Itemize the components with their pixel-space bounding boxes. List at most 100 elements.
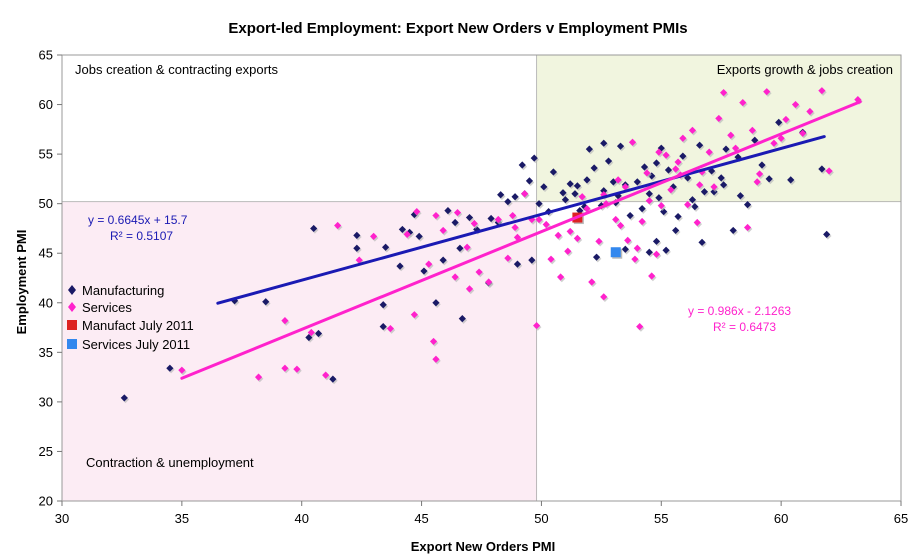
- manufacturing-point: [353, 244, 361, 252]
- manufacturing-point: [583, 176, 591, 184]
- services-point: [739, 98, 747, 107]
- y-tick-label: 40: [39, 295, 53, 310]
- services-point: [825, 167, 833, 175]
- services-point: [451, 273, 459, 281]
- x-tick-label: 50: [534, 511, 548, 526]
- manufacturing-point: [722, 145, 730, 153]
- y-tick-label: 55: [39, 147, 53, 162]
- services-point: [432, 355, 440, 363]
- manufacturing-point: [540, 183, 548, 191]
- services-point: [410, 311, 418, 319]
- manufacturing-point: [633, 178, 641, 186]
- x-tick-label: 35: [175, 511, 189, 526]
- manufacturing-point: [382, 243, 390, 251]
- manufacturing-point: [379, 301, 387, 309]
- services-point: [674, 158, 682, 166]
- services-point: [293, 365, 301, 373]
- y-tick-label: 50: [39, 196, 53, 211]
- manufacturing-point: [487, 214, 495, 223]
- manufacturing-point: [600, 187, 608, 195]
- manufacturing-r2: R² = 0.5107: [110, 229, 173, 243]
- manufacturing-point: [743, 201, 752, 209]
- services-point: [370, 232, 378, 240]
- services-point: [578, 193, 586, 201]
- manufacturing-point: [432, 299, 440, 307]
- manufacturing-point: [626, 211, 634, 220]
- manufacturing-point: [398, 225, 406, 234]
- services-point: [573, 234, 581, 242]
- services-point: [511, 223, 519, 232]
- manufacturing-point: [684, 174, 692, 182]
- services-point: [470, 219, 478, 228]
- quadrant-label-top-right: Exports growth & jobs creation: [717, 62, 893, 77]
- quadrant-label-bottom-left: Contraction & unemployment: [86, 455, 254, 470]
- manufacturing-point: [691, 203, 699, 211]
- manufacturing-point: [405, 228, 414, 237]
- manufacturing-point: [444, 207, 452, 215]
- services-point: [564, 247, 572, 255]
- manufacturing-point: [717, 174, 725, 182]
- services-point: [616, 221, 625, 230]
- y-tick-label: 20: [39, 494, 53, 509]
- services-point: [439, 226, 447, 235]
- services-point: [504, 254, 512, 262]
- x-tick-label: 45: [414, 511, 428, 526]
- services-point: [307, 328, 315, 337]
- services-point: [818, 87, 826, 95]
- manufacturing-point: [645, 248, 653, 256]
- services-point: [554, 231, 562, 239]
- manufacturing-point: [696, 141, 704, 149]
- y-tick-label: 35: [39, 345, 53, 360]
- services-point: [429, 337, 438, 346]
- services-point: [770, 139, 778, 147]
- manufacturing-point: [592, 253, 601, 261]
- services-point: [777, 134, 785, 142]
- manufacturing-point: [379, 322, 387, 331]
- manufacturing-point: [497, 191, 505, 199]
- services-point: [547, 255, 555, 263]
- manufacturing-point: [511, 193, 519, 201]
- manufacturing-point: [473, 225, 481, 234]
- services-point: [782, 115, 790, 124]
- manufacturing-point: [698, 238, 706, 246]
- legend-marker-manufact-july: [67, 320, 77, 330]
- manufacturing-point: [590, 164, 598, 172]
- services-point: [705, 148, 713, 156]
- services-point: [643, 169, 651, 177]
- services-point: [475, 268, 483, 276]
- legend-marker-manufacturing: [68, 285, 76, 295]
- services-point: [178, 366, 186, 374]
- manufacturing-point: [451, 218, 459, 227]
- quadrant-label-top-left: Jobs creation & contracting exports: [75, 62, 279, 77]
- services-point: [696, 181, 704, 189]
- services-point: [533, 321, 541, 330]
- manufacturing-point: [566, 180, 574, 188]
- manufacturing-point: [708, 167, 716, 175]
- manufacturing-point: [504, 198, 512, 206]
- x-tick-label: 60: [774, 511, 788, 526]
- services-point: [509, 211, 517, 220]
- services-point: [355, 256, 363, 264]
- manufacturing-point: [571, 190, 579, 198]
- services-point: [621, 183, 629, 191]
- legend: Manufacturing Services Manufact July 201…: [67, 283, 194, 352]
- services-point: [628, 138, 637, 146]
- legend-label-manufacturing: Manufacturing: [82, 283, 164, 298]
- y-tick-label: 65: [39, 48, 53, 63]
- services-point: [432, 211, 440, 220]
- manufacturing-point: [679, 152, 687, 160]
- manufacturing-point: [765, 175, 773, 183]
- manufacturing-point: [823, 230, 831, 238]
- manufacturing-point: [734, 153, 742, 161]
- services-trend-line: [180, 100, 862, 380]
- services-point: [688, 126, 697, 134]
- y-tick-label: 60: [39, 97, 53, 112]
- quadrant-bottom-left-region: [61, 201, 538, 502]
- manufacturing-equation: y = 0.6645x + 15.7: [88, 213, 188, 227]
- manufacturing-point: [230, 297, 239, 305]
- x-tick-label: 65: [894, 511, 908, 526]
- y-axis: 20 25 30 35 40 45 50 55 60 65: [39, 48, 62, 509]
- services-r2: R² = 0.6473: [713, 320, 776, 334]
- chart-title: Export-led Employment: Export New Orders…: [228, 20, 687, 37]
